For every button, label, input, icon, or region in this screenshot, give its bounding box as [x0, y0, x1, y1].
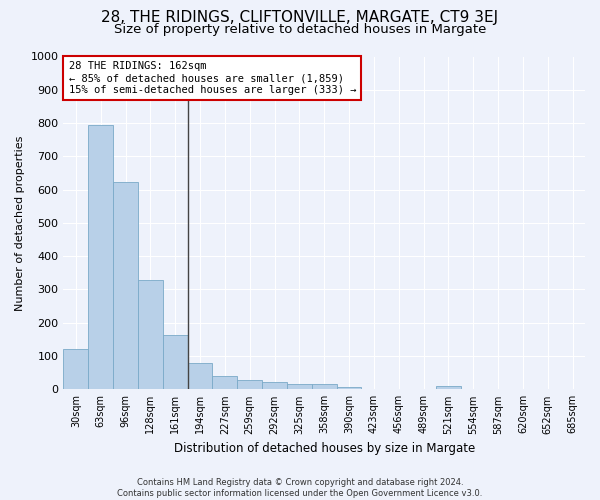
- Text: 28, THE RIDINGS, CLIFTONVILLE, MARGATE, CT9 3EJ: 28, THE RIDINGS, CLIFTONVILLE, MARGATE, …: [101, 10, 499, 25]
- Bar: [88, 124, 113, 390]
- Bar: [237, 380, 262, 390]
- Text: 28 THE RIDINGS: 162sqm
← 85% of detached houses are smaller (1,859)
15% of semi-: 28 THE RIDINGS: 162sqm ← 85% of detached…: [68, 62, 356, 94]
- Bar: [113, 182, 138, 390]
- Bar: [312, 384, 337, 390]
- Bar: [64, 348, 88, 390]
- Y-axis label: Number of detached properties: Number of detached properties: [15, 135, 25, 310]
- Bar: [436, 386, 461, 390]
- Bar: [337, 386, 361, 390]
- Text: Size of property relative to detached houses in Margate: Size of property relative to detached ho…: [114, 22, 486, 36]
- Bar: [138, 280, 163, 390]
- Bar: [262, 382, 287, 390]
- Text: Contains HM Land Registry data © Crown copyright and database right 2024.
Contai: Contains HM Land Registry data © Crown c…: [118, 478, 482, 498]
- Bar: [287, 384, 312, 390]
- Bar: [212, 376, 237, 390]
- Bar: [188, 364, 212, 390]
- Bar: [163, 336, 188, 390]
- X-axis label: Distribution of detached houses by size in Margate: Distribution of detached houses by size …: [173, 442, 475, 455]
